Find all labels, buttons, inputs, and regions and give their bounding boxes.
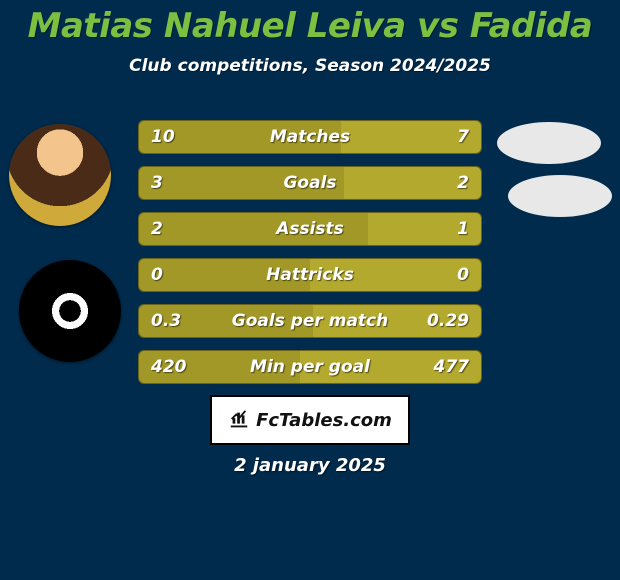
- stat-right-value: 477: [434, 351, 470, 384]
- brand-text: FcTables.com: [256, 410, 392, 431]
- brand-badge: FcTables.com: [210, 395, 410, 445]
- page-subtitle: Club competitions, Season 2024/2025: [0, 56, 620, 76]
- chart-icon: [228, 409, 250, 431]
- player2-club-logo: [508, 175, 612, 217]
- stat-rows: 10 Matches 7 3 Goals 2 2 Assists 1: [138, 120, 482, 396]
- stat-row: 2 Assists 1: [138, 212, 482, 246]
- stat-label: Goals: [139, 167, 481, 200]
- player1-club-logo: [19, 260, 121, 362]
- stat-row: 0.3 Goals per match 0.29: [138, 304, 482, 338]
- stat-label: Assists: [139, 213, 481, 246]
- stat-label: Hattricks: [139, 259, 481, 292]
- stat-right-value: 0.29: [427, 305, 469, 338]
- stat-right-value: 1: [457, 213, 469, 246]
- stat-row: 420 Min per goal 477: [138, 350, 482, 384]
- stat-right-value: 0: [457, 259, 469, 292]
- date-label: 2 january 2025: [0, 455, 620, 476]
- stat-label: Matches: [139, 121, 481, 154]
- stat-right-value: 7: [457, 121, 469, 154]
- stat-row: 10 Matches 7: [138, 120, 482, 154]
- stat-row: 0 Hattricks 0: [138, 258, 482, 292]
- stat-row: 3 Goals 2: [138, 166, 482, 200]
- stat-label: Min per goal: [139, 351, 481, 384]
- player2-avatar: [497, 122, 601, 164]
- page-title: Matias Nahuel Leiva vs Fadida: [0, 0, 620, 46]
- player1-avatar: [9, 124, 111, 226]
- stat-right-value: 2: [457, 167, 469, 200]
